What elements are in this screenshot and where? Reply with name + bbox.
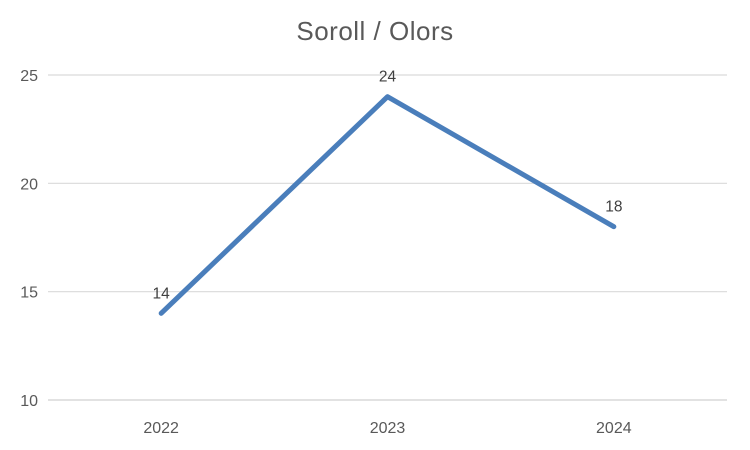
chart-title: Soroll / Olors <box>296 16 454 46</box>
y-axis-tick-label: 15 <box>20 285 38 302</box>
x-axis-label: 2023 <box>370 420 406 437</box>
data-label: 24 <box>379 69 397 86</box>
x-axis-label: 2022 <box>143 420 179 437</box>
data-series-line <box>158 94 617 316</box>
y-axis-tick-label: 20 <box>20 176 38 193</box>
data-label: 14 <box>153 285 171 302</box>
y-axis-tick-label: 10 <box>20 393 38 410</box>
data-label: 18 <box>605 199 622 216</box>
y-axis-tick-label: 25 <box>20 68 38 85</box>
x-axis-label: 2024 <box>596 420 632 437</box>
